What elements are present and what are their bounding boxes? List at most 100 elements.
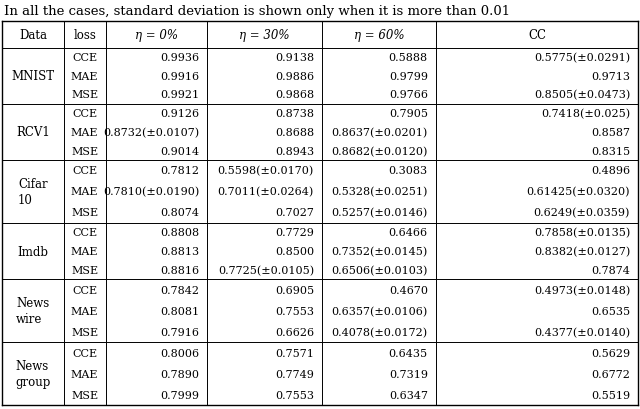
Text: CCE: CCE bbox=[72, 285, 97, 295]
Text: 0.9126: 0.9126 bbox=[160, 109, 200, 119]
Text: 0.7553: 0.7553 bbox=[275, 306, 314, 316]
Text: η = 60%: η = 60% bbox=[353, 29, 404, 42]
Text: 0.5257(±0.0146): 0.5257(±0.0146) bbox=[332, 208, 428, 218]
Text: 0.8688: 0.8688 bbox=[275, 128, 314, 137]
Text: 0.4896: 0.4896 bbox=[591, 166, 630, 176]
Text: CCE: CCE bbox=[72, 53, 97, 63]
Text: 0.7812: 0.7812 bbox=[161, 166, 200, 176]
Text: 0.6357(±0.0106): 0.6357(±0.0106) bbox=[332, 306, 428, 316]
Text: In all the cases, standard deviation is shown only when it is more than 0.01: In all the cases, standard deviation is … bbox=[4, 4, 510, 18]
Text: MAE: MAE bbox=[71, 72, 99, 81]
Text: 0.7905: 0.7905 bbox=[388, 109, 428, 119]
Text: Imdb: Imdb bbox=[17, 245, 49, 258]
Text: 0.7553: 0.7553 bbox=[275, 389, 314, 400]
Text: 0.9921: 0.9921 bbox=[160, 90, 200, 100]
Text: 0.7842: 0.7842 bbox=[161, 285, 200, 295]
Text: 0.7571: 0.7571 bbox=[275, 348, 314, 358]
Text: 0.4973(±0.0148): 0.4973(±0.0148) bbox=[534, 285, 630, 295]
Text: 0.9138: 0.9138 bbox=[275, 53, 314, 63]
Text: 0.8816: 0.8816 bbox=[160, 265, 200, 275]
Text: 0.6466: 0.6466 bbox=[388, 228, 428, 238]
Text: RCV1: RCV1 bbox=[16, 126, 50, 139]
Text: 0.9799: 0.9799 bbox=[388, 72, 428, 81]
Text: 0.5519: 0.5519 bbox=[591, 389, 630, 400]
Text: MNIST: MNIST bbox=[12, 70, 54, 83]
Text: 0.4377(±0.0140): 0.4377(±0.0140) bbox=[534, 327, 630, 337]
Text: 0.7729: 0.7729 bbox=[275, 228, 314, 238]
Text: 0.8382(±0.0127): 0.8382(±0.0127) bbox=[534, 246, 630, 256]
Text: 0.5629: 0.5629 bbox=[591, 348, 630, 358]
Text: 0.6772: 0.6772 bbox=[591, 369, 630, 379]
Text: 0.7725(±0.0105): 0.7725(±0.0105) bbox=[218, 265, 314, 275]
Text: 0.5775(±0.0291): 0.5775(±0.0291) bbox=[534, 53, 630, 63]
Text: News
group: News group bbox=[15, 359, 51, 388]
Text: MAE: MAE bbox=[71, 128, 99, 137]
Text: 0.6506(±0.0103): 0.6506(±0.0103) bbox=[332, 265, 428, 275]
Text: 0.8682(±0.0120): 0.8682(±0.0120) bbox=[332, 146, 428, 156]
Text: MSE: MSE bbox=[71, 327, 99, 337]
Text: 0.8637(±0.0201): 0.8637(±0.0201) bbox=[332, 128, 428, 138]
Text: 0.5598(±0.0170): 0.5598(±0.0170) bbox=[218, 166, 314, 176]
Text: 0.8006: 0.8006 bbox=[160, 348, 200, 358]
Text: 0.8943: 0.8943 bbox=[275, 146, 314, 156]
Text: 0.8587: 0.8587 bbox=[591, 128, 630, 137]
Text: 0.7749: 0.7749 bbox=[275, 369, 314, 379]
Text: MSE: MSE bbox=[71, 208, 99, 218]
Text: MAE: MAE bbox=[71, 369, 99, 379]
Text: 0.8738: 0.8738 bbox=[275, 109, 314, 119]
Text: 0.9916: 0.9916 bbox=[160, 72, 200, 81]
Text: MAE: MAE bbox=[71, 306, 99, 316]
Text: 0.7352(±0.0145): 0.7352(±0.0145) bbox=[332, 246, 428, 256]
Text: MAE: MAE bbox=[71, 247, 99, 256]
Text: 0.8813: 0.8813 bbox=[160, 247, 200, 256]
Text: 0.9886: 0.9886 bbox=[275, 72, 314, 81]
Text: CCE: CCE bbox=[72, 166, 97, 176]
Text: 0.8074: 0.8074 bbox=[161, 208, 200, 218]
Text: 0.61425(±0.0320): 0.61425(±0.0320) bbox=[527, 187, 630, 197]
Text: MSE: MSE bbox=[71, 146, 99, 156]
Text: MSE: MSE bbox=[71, 265, 99, 275]
Text: MAE: MAE bbox=[71, 187, 99, 197]
Text: 0.6435: 0.6435 bbox=[388, 348, 428, 358]
Text: η = 0%: η = 0% bbox=[135, 29, 178, 42]
Text: Data: Data bbox=[19, 29, 47, 42]
Text: 0.7999: 0.7999 bbox=[161, 389, 200, 400]
Text: 0.5888: 0.5888 bbox=[388, 53, 428, 63]
Text: 0.7418(±0.025): 0.7418(±0.025) bbox=[541, 109, 630, 119]
Text: 0.7027: 0.7027 bbox=[275, 208, 314, 218]
Text: 0.7874: 0.7874 bbox=[591, 265, 630, 275]
Text: 0.8808: 0.8808 bbox=[160, 228, 200, 238]
Text: 0.9713: 0.9713 bbox=[591, 72, 630, 81]
Text: 0.9014: 0.9014 bbox=[160, 146, 200, 156]
Text: CC: CC bbox=[528, 29, 546, 42]
Text: 0.4078(±0.0172): 0.4078(±0.0172) bbox=[332, 327, 428, 337]
Text: 0.9868: 0.9868 bbox=[275, 90, 314, 100]
Text: 0.9936: 0.9936 bbox=[160, 53, 200, 63]
Text: 0.8732(±0.0107): 0.8732(±0.0107) bbox=[103, 128, 200, 138]
Text: 0.6535: 0.6535 bbox=[591, 306, 630, 316]
Text: 0.7011(±0.0264): 0.7011(±0.0264) bbox=[218, 187, 314, 197]
Text: 0.8500: 0.8500 bbox=[275, 247, 314, 256]
Text: Cifar
10: Cifar 10 bbox=[18, 178, 47, 207]
Text: 0.6347: 0.6347 bbox=[388, 389, 428, 400]
Text: 0.4670: 0.4670 bbox=[388, 285, 428, 295]
Text: News
wire: News wire bbox=[16, 297, 49, 325]
Text: MSE: MSE bbox=[71, 389, 99, 400]
Text: 0.5328(±0.0251): 0.5328(±0.0251) bbox=[332, 187, 428, 197]
Text: CCE: CCE bbox=[72, 348, 97, 358]
Text: 0.7916: 0.7916 bbox=[161, 327, 200, 337]
Text: 0.6626: 0.6626 bbox=[275, 327, 314, 337]
Text: 0.9766: 0.9766 bbox=[388, 90, 428, 100]
Text: MSE: MSE bbox=[71, 90, 99, 100]
Text: 0.8505(±0.0473): 0.8505(±0.0473) bbox=[534, 90, 630, 100]
Text: 0.7890: 0.7890 bbox=[161, 369, 200, 379]
Text: 0.7810(±0.0190): 0.7810(±0.0190) bbox=[103, 187, 200, 197]
Text: 0.3083: 0.3083 bbox=[388, 166, 428, 176]
Text: 0.8315: 0.8315 bbox=[591, 146, 630, 156]
Text: 0.6905: 0.6905 bbox=[275, 285, 314, 295]
Text: 0.7319: 0.7319 bbox=[388, 369, 428, 379]
Text: CCE: CCE bbox=[72, 109, 97, 119]
Text: 0.7858(±0.0135): 0.7858(±0.0135) bbox=[534, 227, 630, 238]
Text: CCE: CCE bbox=[72, 228, 97, 238]
Text: 0.6249(±0.0359): 0.6249(±0.0359) bbox=[534, 208, 630, 218]
